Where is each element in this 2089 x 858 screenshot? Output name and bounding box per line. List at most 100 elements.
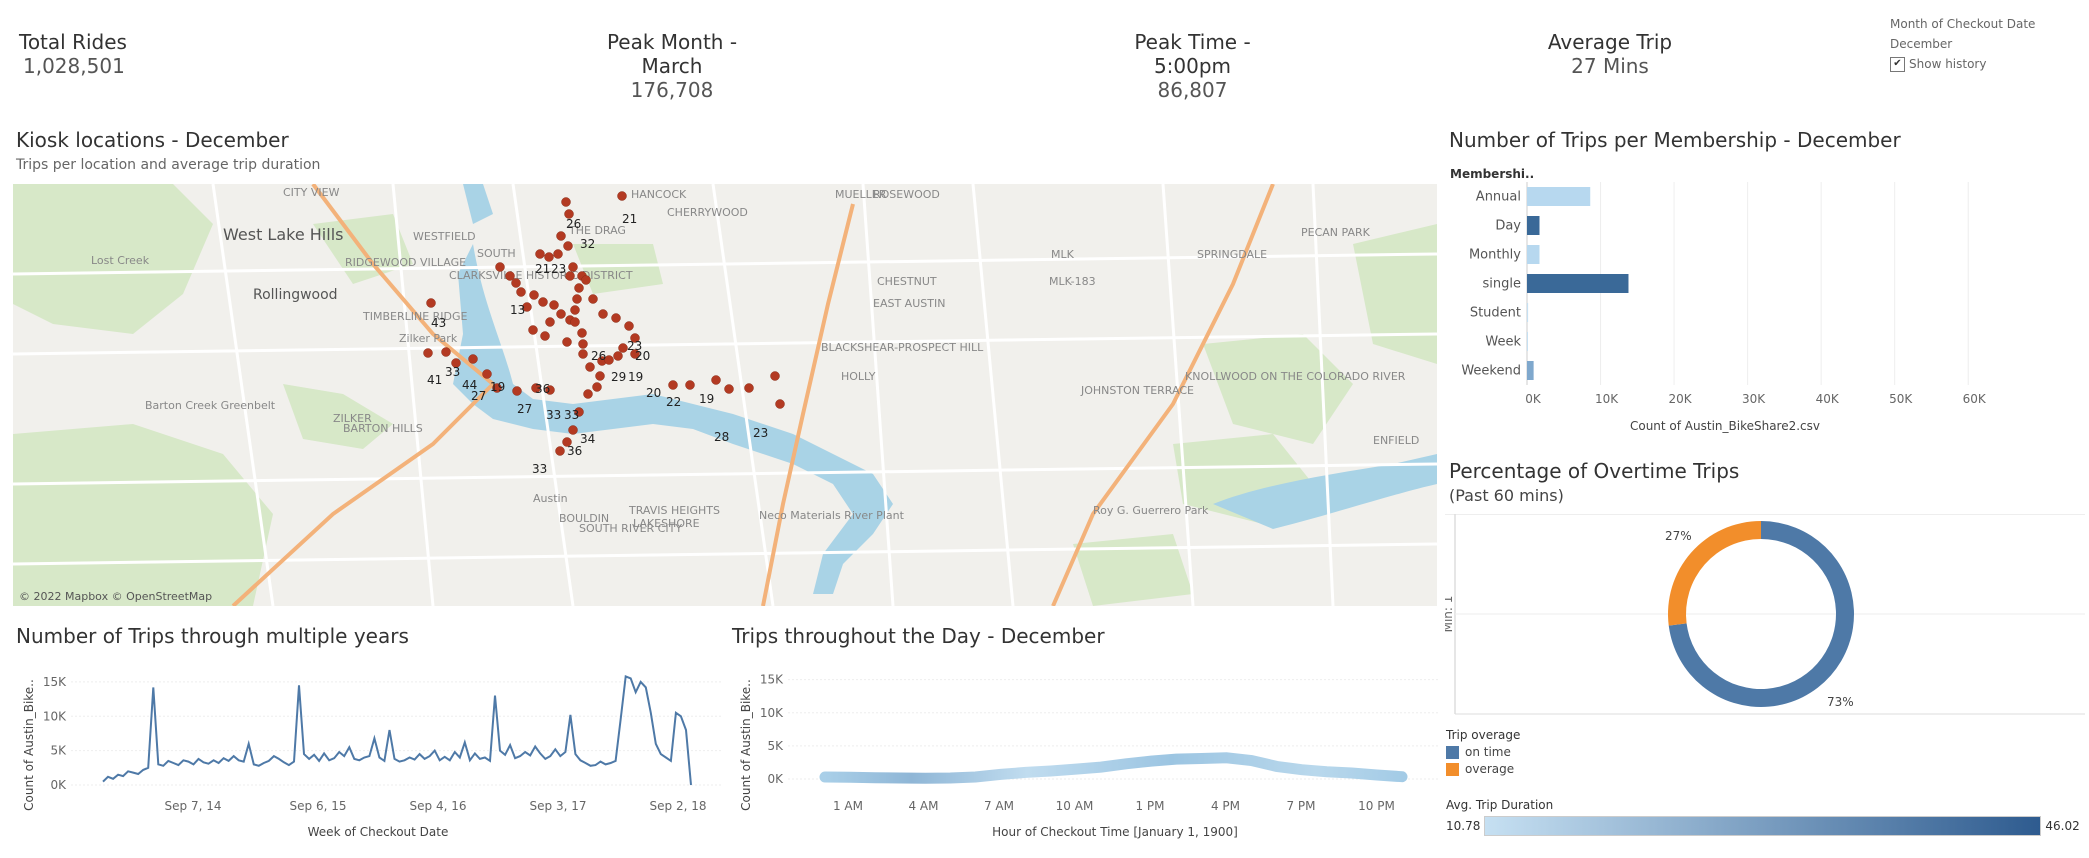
donut-slice[interactable] <box>1668 521 1761 626</box>
kiosk-marker[interactable] <box>604 355 614 365</box>
kiosk-marker[interactable] <box>617 191 627 201</box>
kiosk-marker[interactable] <box>775 399 785 409</box>
kiosk-label: 29 <box>611 370 626 384</box>
kiosk-marker[interactable] <box>545 385 555 395</box>
kiosk-marker[interactable] <box>505 271 515 281</box>
legend-on-time[interactable]: on time <box>1446 745 1520 759</box>
membership-bar[interactable] <box>1527 303 1529 322</box>
membership-x-tick: 0K <box>1525 392 1542 406</box>
kiosk-marker[interactable] <box>451 358 461 368</box>
kiosk-marker[interactable] <box>570 305 580 315</box>
kiosk-marker[interactable] <box>568 425 578 435</box>
avg-trip-min: 10.78 <box>1446 819 1481 833</box>
kiosk-marker[interactable] <box>562 337 572 347</box>
kiosk-marker[interactable] <box>561 197 571 207</box>
years-chart-title: Number of Trips through multiple years <box>16 624 409 648</box>
kiosk-marker[interactable] <box>618 343 628 353</box>
kiosk-marker[interactable] <box>522 302 532 312</box>
kiosk-marker[interactable] <box>555 446 565 456</box>
kiosk-marker[interactable] <box>668 380 678 390</box>
day-chart-title: Trips throughout the Day - December <box>732 624 1105 648</box>
map-place-label: THE DRAG <box>568 224 626 237</box>
years-x-tick: Sep 3, 17 <box>530 799 587 813</box>
overtime-donut-chart[interactable]: Min: 1 73% 27% <box>1445 514 2085 719</box>
kiosk-marker[interactable] <box>577 328 587 338</box>
kiosk-marker[interactable] <box>744 383 754 393</box>
kiosk-marker[interactable] <box>570 317 580 327</box>
kiosk-marker[interactable] <box>544 252 554 262</box>
legend-title: Trip overage <box>1446 728 1521 742</box>
kiosk-marker[interactable] <box>592 382 602 392</box>
legend-overage[interactable]: overage <box>1446 762 1520 776</box>
membership-column-header: Membershi.. <box>1450 167 1534 181</box>
membership-bar[interactable] <box>1527 245 1540 264</box>
kiosk-marker[interactable] <box>574 283 584 293</box>
kiosk-marker[interactable] <box>545 317 555 327</box>
kiosk-marker[interactable] <box>426 298 436 308</box>
kiosk-marker[interactable] <box>624 321 634 331</box>
kiosk-marker[interactable] <box>685 380 695 390</box>
kiosk-marker[interactable] <box>630 333 640 343</box>
day-line-chart[interactable]: Count of Austin_Bike.. 0K 5K 10K 15K 1 AM 4 … <box>730 655 1440 855</box>
kiosk-label: 44 <box>462 378 477 392</box>
kiosk-marker[interactable] <box>512 386 522 396</box>
kiosk-marker[interactable] <box>588 294 598 304</box>
kiosk-marker[interactable] <box>528 325 538 335</box>
years-x-tick: Sep 6, 15 <box>290 799 347 813</box>
kiosk-marker[interactable] <box>553 249 563 259</box>
membership-bar[interactable] <box>1527 332 1528 351</box>
kiosk-marker[interactable] <box>583 389 593 399</box>
kiosk-marker[interactable] <box>529 290 539 300</box>
kiosk-marker[interactable] <box>482 369 492 379</box>
kiosk-marker[interactable] <box>611 313 621 323</box>
years-y-tick: 15K <box>43 675 67 689</box>
kiosk-marker[interactable] <box>598 309 608 319</box>
kiosk-marker[interactable] <box>468 354 478 364</box>
kiosk-marker[interactable] <box>564 209 574 219</box>
membership-bar[interactable] <box>1527 274 1629 293</box>
kiosk-map[interactable]: West Lake Hills Rollingwood Lost Creek CITY… <box>13 184 1437 606</box>
kiosk-marker[interactable] <box>770 371 780 381</box>
membership-bar[interactable] <box>1527 361 1534 380</box>
kiosk-marker[interactable] <box>495 262 505 272</box>
kiosk-marker[interactable] <box>572 294 582 304</box>
kiosk-marker[interactable] <box>613 351 623 361</box>
kiosk-marker[interactable] <box>556 309 566 319</box>
kiosk-marker[interactable] <box>538 297 548 307</box>
kpi-value: 176,708 <box>630 78 714 102</box>
kiosk-marker[interactable] <box>595 371 605 381</box>
kpi-value: 86,807 <box>1157 78 1228 102</box>
kiosk-marker[interactable] <box>549 300 559 310</box>
kiosk-marker[interactable] <box>563 241 573 251</box>
kiosk-marker[interactable] <box>724 384 734 394</box>
kiosk-label: 32 <box>580 237 595 251</box>
kiosk-marker[interactable] <box>565 271 575 281</box>
membership-bar[interactable] <box>1527 187 1591 206</box>
kiosk-marker[interactable] <box>585 362 595 372</box>
kiosk-marker[interactable] <box>556 231 566 241</box>
kiosk-marker[interactable] <box>711 375 721 385</box>
kiosk-marker[interactable] <box>423 348 433 358</box>
kiosk-marker[interactable] <box>511 278 521 288</box>
kiosk-marker[interactable] <box>492 383 502 393</box>
map-place-label: JOHNSTON TERRACE <box>1080 384 1194 397</box>
kiosk-marker[interactable] <box>562 437 572 447</box>
month-filter[interactable]: Month of Checkout Date December ✔ Show h… <box>1890 14 2035 74</box>
show-history-checkbox[interactable]: ✔ <box>1890 56 1905 72</box>
kiosk-marker[interactable] <box>531 383 541 393</box>
kiosk-marker[interactable] <box>441 347 451 357</box>
kiosk-marker[interactable] <box>540 331 550 341</box>
kiosk-label: 33 <box>546 408 561 422</box>
membership-bar-chart[interactable]: Membershi.. Annual Day Monthly single Studen… <box>1445 160 2085 440</box>
kiosk-marker[interactable] <box>581 275 591 285</box>
kiosk-marker[interactable] <box>568 262 578 272</box>
kiosk-marker[interactable] <box>574 407 584 417</box>
kiosk-marker[interactable] <box>535 249 545 259</box>
kiosk-marker[interactable] <box>516 287 526 297</box>
filter-value[interactable]: December <box>1890 37 1953 51</box>
kiosk-marker[interactable] <box>578 339 588 349</box>
membership-bar[interactable] <box>1527 216 1540 235</box>
kiosk-marker[interactable] <box>630 349 640 359</box>
years-line-chart[interactable]: Count of Austin_Bike.. 0K 5K 10K 15K Sep 7,… <box>13 655 728 855</box>
kiosk-marker[interactable] <box>578 349 588 359</box>
